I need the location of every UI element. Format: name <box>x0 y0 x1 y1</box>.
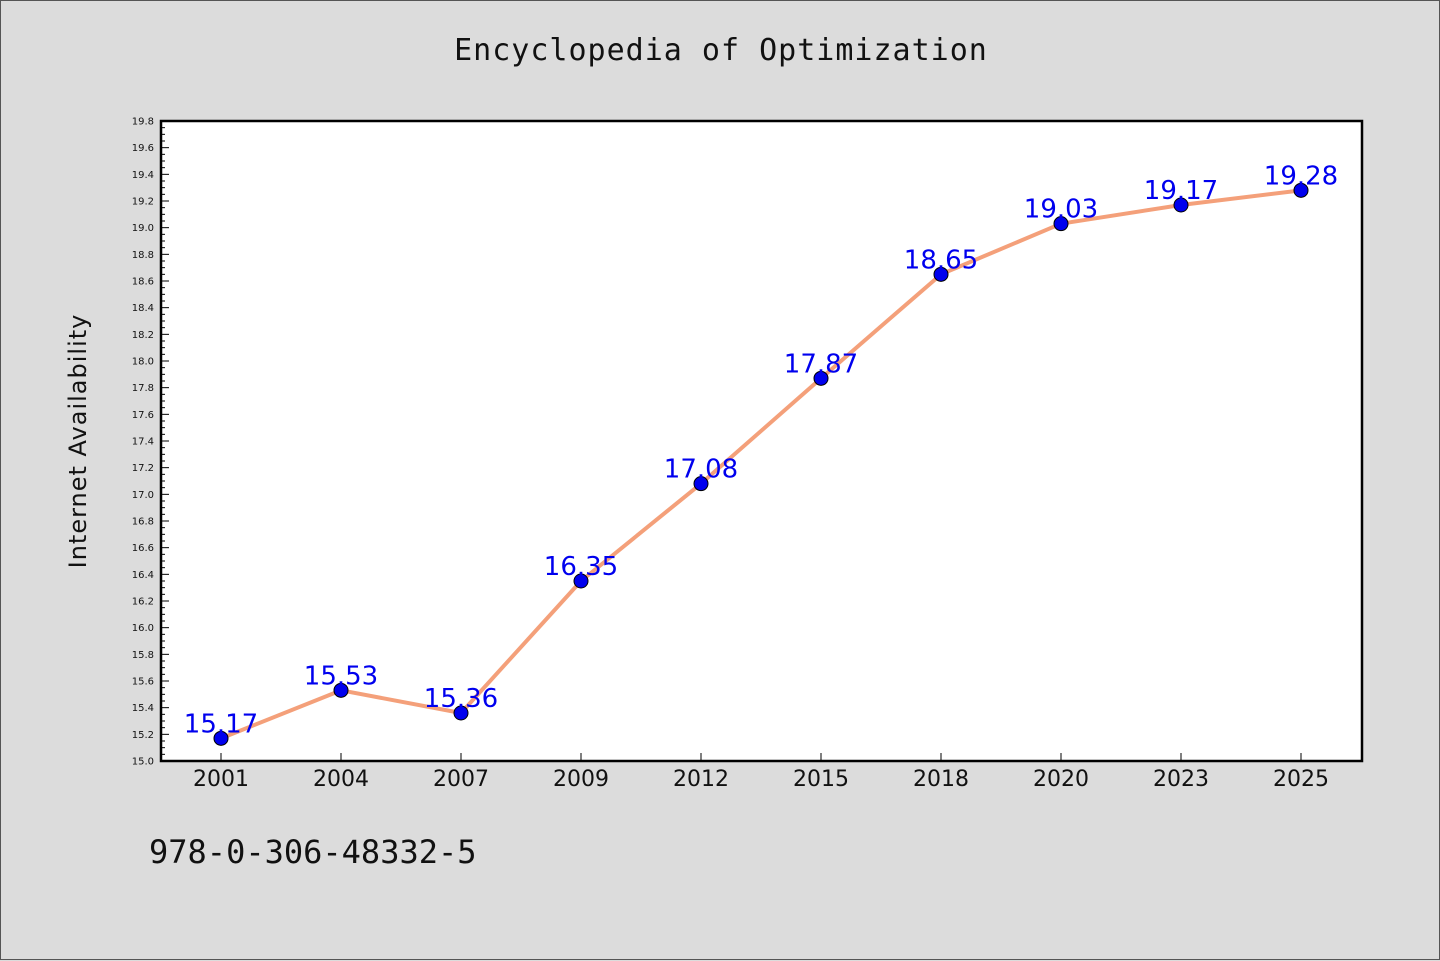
x-tick-label: 2001 <box>193 767 249 792</box>
y-tick-label: 16.0 <box>132 623 154 634</box>
y-tick-label: 17.2 <box>132 463 154 474</box>
data-label: 16.35 <box>544 552 618 582</box>
y-tick-label: 19.6 <box>132 143 154 154</box>
x-tick-label: 2004 <box>313 767 369 792</box>
isbn-footer-text: 978-0-306-48332-5 <box>149 833 477 871</box>
data-point-marker <box>693 476 709 492</box>
y-tick-label: 18.6 <box>132 277 154 288</box>
y-tick-label: 17.8 <box>132 383 154 394</box>
data-point-marker <box>573 573 589 589</box>
y-tick-label: 15.0 <box>132 757 154 768</box>
data-point-marker <box>213 730 229 746</box>
y-tick-label: 16.4 <box>132 570 154 581</box>
x-tick-label: 2012 <box>673 767 729 792</box>
data-point-marker <box>1053 216 1069 232</box>
y-tick-label: 19.0 <box>132 223 154 234</box>
data-point-marker <box>813 370 829 386</box>
y-tick-label: 16.2 <box>132 597 154 608</box>
y-tick-label: 18.0 <box>132 357 154 368</box>
data-point-marker <box>1293 182 1309 198</box>
data-label: 17.87 <box>784 349 858 379</box>
y-tick-label: 16.8 <box>132 517 154 528</box>
x-tick-label: 2007 <box>433 767 489 792</box>
y-tick-label: 17.4 <box>132 437 154 448</box>
y-tick-label: 19.2 <box>132 197 154 208</box>
y-tick-label: 17.0 <box>132 490 154 501</box>
x-tick-label: 2020 <box>1033 767 1089 792</box>
x-tick-label: 2009 <box>553 767 609 792</box>
x-tick-label: 2025 <box>1273 767 1329 792</box>
data-label: 19.17 <box>1144 176 1218 206</box>
y-tick-label: 18.4 <box>132 303 154 314</box>
x-tick-label: 2015 <box>793 767 849 792</box>
data-label: 18.65 <box>904 245 978 275</box>
y-tick-label: 16.6 <box>132 543 154 554</box>
data-label: 15.36 <box>424 684 498 714</box>
series-line <box>220 188 1302 741</box>
x-tick-label: 2018 <box>913 767 969 792</box>
y-tick-label: 15.8 <box>132 650 154 661</box>
data-label: 15.17 <box>184 709 258 739</box>
y-tick-label: 15.2 <box>132 730 154 741</box>
y-tick-label: 19.8 <box>132 117 154 128</box>
chart-title: Encyclopedia of Optimization <box>454 33 988 68</box>
y-tick-label: 17.6 <box>132 410 154 421</box>
data-label: 15.53 <box>304 661 378 691</box>
data-point-marker <box>933 266 949 282</box>
y-tick-label: 18.2 <box>132 330 154 341</box>
data-point-marker <box>333 682 349 698</box>
data-point-marker <box>453 705 469 721</box>
plot-frame <box>159 119 1364 763</box>
y-tick-label: 18.8 <box>132 250 154 261</box>
data-point-marker <box>1173 197 1189 213</box>
y-tick-label: 19.4 <box>132 170 154 181</box>
data-label: 19.03 <box>1024 195 1098 225</box>
data-label: 19.28 <box>1264 161 1338 191</box>
y-tick-label: 15.6 <box>132 677 154 688</box>
x-tick-label: 2023 <box>1153 767 1209 792</box>
y-tick-label: 15.4 <box>132 703 154 714</box>
data-label: 17.08 <box>664 455 738 485</box>
